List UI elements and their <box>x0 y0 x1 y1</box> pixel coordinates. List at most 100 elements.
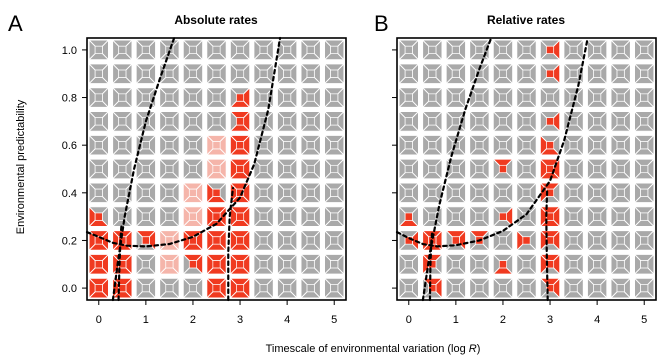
cell-diagonal <box>230 220 237 227</box>
cell-diagonal <box>243 196 250 203</box>
cell-diagonal <box>587 63 594 71</box>
heatmap-cell <box>445 134 467 156</box>
cell-diagonal <box>206 254 214 261</box>
cell-diagonal <box>516 39 524 47</box>
cell-diagonal <box>112 243 120 251</box>
cell-diagonal <box>610 111 618 118</box>
cell-diagonal <box>600 291 608 299</box>
panel-letter-a: A <box>8 11 23 36</box>
cell-diagonal <box>112 254 120 261</box>
heatmap-cell <box>182 158 204 180</box>
cell-center <box>522 93 531 102</box>
heatmap-cell <box>206 39 227 61</box>
cell-diagonal <box>422 124 430 132</box>
cell-diagonal <box>277 220 284 227</box>
cell-diagonal <box>422 39 430 47</box>
cell-center <box>522 117 531 126</box>
cell-diagonal <box>459 77 466 84</box>
heatmap-cell <box>563 158 584 180</box>
cell-diagonal <box>587 206 594 214</box>
cell-diagonal <box>253 196 261 203</box>
heatmap-cell <box>253 182 274 204</box>
cell-diagonal <box>600 77 608 84</box>
cell-diagonal <box>634 220 641 227</box>
cell-diagonal <box>183 278 190 285</box>
cell-center <box>640 45 649 54</box>
cell-diagonal <box>313 230 321 238</box>
cell-diagonal <box>469 278 477 285</box>
cell-diagonal <box>469 291 477 299</box>
heatmap-cell <box>633 277 655 299</box>
cell-diagonal <box>459 63 466 71</box>
cell-center <box>428 93 437 102</box>
cell-diagonal <box>576 196 584 203</box>
cell-diagonal <box>623 172 631 180</box>
cell-diagonal <box>516 220 524 227</box>
heatmap-cell <box>159 182 180 204</box>
cell-center <box>522 284 531 293</box>
cell-center <box>283 141 292 150</box>
cell-diagonal <box>300 135 308 142</box>
heatmap-cell <box>135 229 157 252</box>
heatmap-cell <box>182 253 204 275</box>
heatmap-cell <box>633 39 655 61</box>
cell-diagonal <box>172 87 180 95</box>
cell-center <box>640 117 649 126</box>
cell-center <box>593 69 602 78</box>
cell-diagonal <box>647 158 655 166</box>
cell-diagonal <box>102 111 109 118</box>
cell-diagonal <box>112 158 120 166</box>
cell-center <box>616 141 625 150</box>
x-tick-label: 1 <box>453 314 459 326</box>
cell-diagonal <box>610 53 618 60</box>
cell-diagonal <box>125 230 133 238</box>
heatmap-cell <box>539 277 561 299</box>
cell-center <box>428 45 437 54</box>
cell-center <box>306 93 315 102</box>
cell-diagonal <box>422 230 430 238</box>
cell-diagonal <box>610 254 618 261</box>
cell-diagonal <box>230 267 237 275</box>
cell-center <box>522 260 531 269</box>
cell-center <box>404 188 413 197</box>
cell-diagonal <box>435 39 443 47</box>
heatmap-cell <box>276 158 298 180</box>
cell-diagonal <box>159 39 167 47</box>
cell-center <box>94 212 103 221</box>
cell-center <box>236 117 245 126</box>
cell-diagonal <box>219 278 227 285</box>
cell-diagonal <box>135 39 143 47</box>
cell-diagonal <box>183 230 190 238</box>
heatmap-cell <box>111 206 133 228</box>
cell-diagonal <box>290 124 298 132</box>
cell-diagonal <box>324 196 331 203</box>
cell-diagonal <box>459 158 466 166</box>
heatmap-cell <box>610 134 632 156</box>
cell-diagonal <box>125 63 133 71</box>
cell-diagonal <box>135 267 143 275</box>
cell-diagonal <box>183 148 190 156</box>
cell-diagonal <box>647 87 655 95</box>
heatmap-cell <box>111 39 133 61</box>
cell-diagonal <box>219 148 227 156</box>
cell-diagonal <box>445 267 453 275</box>
cell-center <box>404 141 413 150</box>
cell-diagonal <box>587 267 594 275</box>
cell-diagonal <box>313 63 321 71</box>
cell-diagonal <box>337 87 345 95</box>
cell-diagonal <box>300 206 308 214</box>
cell-diagonal <box>266 230 274 238</box>
cell-diagonal <box>459 135 466 142</box>
cell-diagonal <box>135 63 143 71</box>
heatmap-cell <box>516 86 537 109</box>
cell-diagonal <box>125 87 133 95</box>
cell-diagonal <box>253 111 261 118</box>
cell-diagonal <box>324 135 331 142</box>
cell-center <box>212 45 221 54</box>
cell-diagonal <box>300 63 308 71</box>
cell-diagonal <box>553 111 560 118</box>
cell-diagonal <box>290 63 298 71</box>
cell-diagonal <box>183 172 190 180</box>
cell-center <box>640 260 649 269</box>
cell-diagonal <box>610 135 618 142</box>
